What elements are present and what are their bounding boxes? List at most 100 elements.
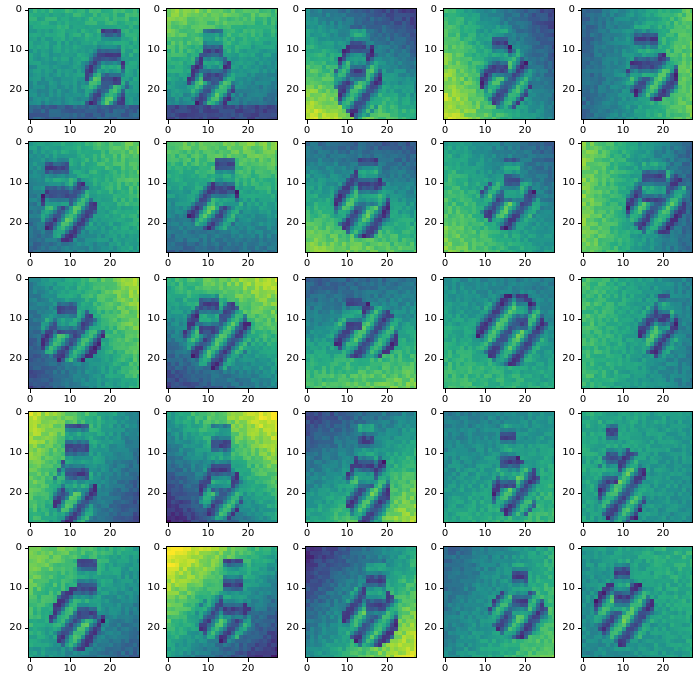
sign-image (166, 141, 278, 253)
x-tick-label: 10 (478, 125, 492, 136)
x-tick-label: 10 (63, 258, 77, 269)
x-tick-mark (307, 389, 308, 393)
y-tick-mark (577, 319, 581, 320)
y-tick-mark (24, 279, 28, 280)
y-tick-label: 0 (568, 137, 575, 148)
sign-image (166, 411, 278, 523)
y-tick-label: 20 (562, 217, 575, 228)
y-tick-mark (162, 493, 166, 494)
x-tick-mark (70, 523, 71, 527)
y-tick-label: 20 (147, 217, 160, 228)
x-tick-mark (208, 389, 209, 393)
y-tick-label: 20 (562, 353, 575, 364)
y-tick-label: 20 (424, 353, 437, 364)
x-tick-mark (445, 389, 446, 393)
y-tick-mark (301, 50, 305, 51)
y-tick-mark (439, 223, 443, 224)
x-tick-label: 0 (164, 258, 172, 269)
y-tick-mark (577, 359, 581, 360)
x-tick-label: 20 (241, 663, 255, 674)
x-tick-mark (583, 120, 584, 124)
image-panel: 0 10 20 0 10 20 (286, 5, 417, 136)
sign-image-pixels (444, 9, 554, 119)
image-panel: 0 10 20 0 10 20 (424, 274, 555, 405)
x-tick-mark (168, 253, 169, 257)
y-tick-mark (439, 493, 443, 494)
x-tick-label: 0 (26, 394, 34, 405)
y-tick-mark (162, 359, 166, 360)
y-tick-mark (577, 628, 581, 629)
y-tick-mark (439, 143, 443, 144)
x-tick-mark (208, 120, 209, 124)
y-tick-mark (301, 183, 305, 184)
x-tick-mark (583, 389, 584, 393)
y-tick-mark (301, 143, 305, 144)
y-tick-label: 0 (292, 542, 299, 553)
sign-image-pixels (167, 142, 277, 252)
x-tick-label: 20 (656, 528, 670, 539)
x-tick-mark (387, 253, 388, 257)
y-tick-mark (301, 10, 305, 11)
x-tick-mark (525, 253, 526, 257)
x-tick-label: 10 (63, 394, 77, 405)
sign-image (443, 411, 555, 523)
x-tick-label: 10 (616, 663, 630, 674)
y-tick-label: 20 (147, 353, 160, 364)
y-tick-label: 0 (430, 407, 437, 418)
y-tick-label: 20 (562, 487, 575, 498)
y-tick-mark (24, 453, 28, 454)
x-tick-mark (307, 523, 308, 527)
x-tick-mark (110, 658, 111, 662)
x-tick-label: 20 (241, 125, 255, 136)
y-tick-label: 0 (153, 4, 160, 15)
y-tick-label: 0 (568, 407, 575, 418)
x-tick-label: 0 (26, 258, 34, 269)
x-tick-label: 10 (478, 394, 492, 405)
image-panel: 0 10 20 0 10 20 (562, 5, 693, 136)
sign-image-pixels (306, 547, 416, 657)
y-tick-mark (439, 10, 443, 11)
x-tick-mark (110, 523, 111, 527)
x-tick-mark (248, 120, 249, 124)
sign-image (28, 141, 140, 253)
y-tick-label: 20 (286, 217, 299, 228)
x-tick-mark (248, 253, 249, 257)
y-tick-label: 0 (568, 4, 575, 15)
y-tick-mark (301, 359, 305, 360)
x-tick-label: 10 (63, 528, 77, 539)
y-tick-mark (162, 453, 166, 454)
y-tick-label: 20 (9, 622, 22, 633)
y-tick-mark (162, 319, 166, 320)
x-tick-label: 0 (164, 125, 172, 136)
x-tick-mark (663, 523, 664, 527)
x-tick-label: 20 (103, 125, 117, 136)
x-tick-mark (70, 389, 71, 393)
y-tick-mark (577, 50, 581, 51)
x-tick-label: 0 (441, 663, 449, 674)
y-tick-mark (301, 279, 305, 280)
x-tick-label: 20 (241, 528, 255, 539)
y-tick-mark (24, 183, 28, 184)
x-tick-label: 20 (380, 663, 394, 674)
y-tick-mark (24, 359, 28, 360)
image-panel: 0 10 20 0 10 20 (9, 5, 140, 136)
sign-image (166, 277, 278, 389)
x-tick-mark (387, 658, 388, 662)
x-tick-label: 20 (656, 258, 670, 269)
image-panel: 0 10 20 0 10 20 (147, 5, 278, 136)
y-tick-mark (24, 413, 28, 414)
y-tick-mark (301, 548, 305, 549)
y-tick-label: 0 (430, 4, 437, 15)
y-tick-label: 20 (147, 487, 160, 498)
x-tick-mark (663, 658, 664, 662)
x-tick-mark (347, 389, 348, 393)
y-tick-label: 10 (286, 177, 299, 188)
x-tick-label: 0 (26, 663, 34, 674)
x-tick-label: 20 (656, 125, 670, 136)
y-tick-mark (439, 90, 443, 91)
y-tick-label: 0 (292, 137, 299, 148)
y-tick-label: 10 (286, 44, 299, 55)
x-tick-label: 20 (241, 394, 255, 405)
sign-image (443, 141, 555, 253)
x-tick-label: 20 (103, 258, 117, 269)
